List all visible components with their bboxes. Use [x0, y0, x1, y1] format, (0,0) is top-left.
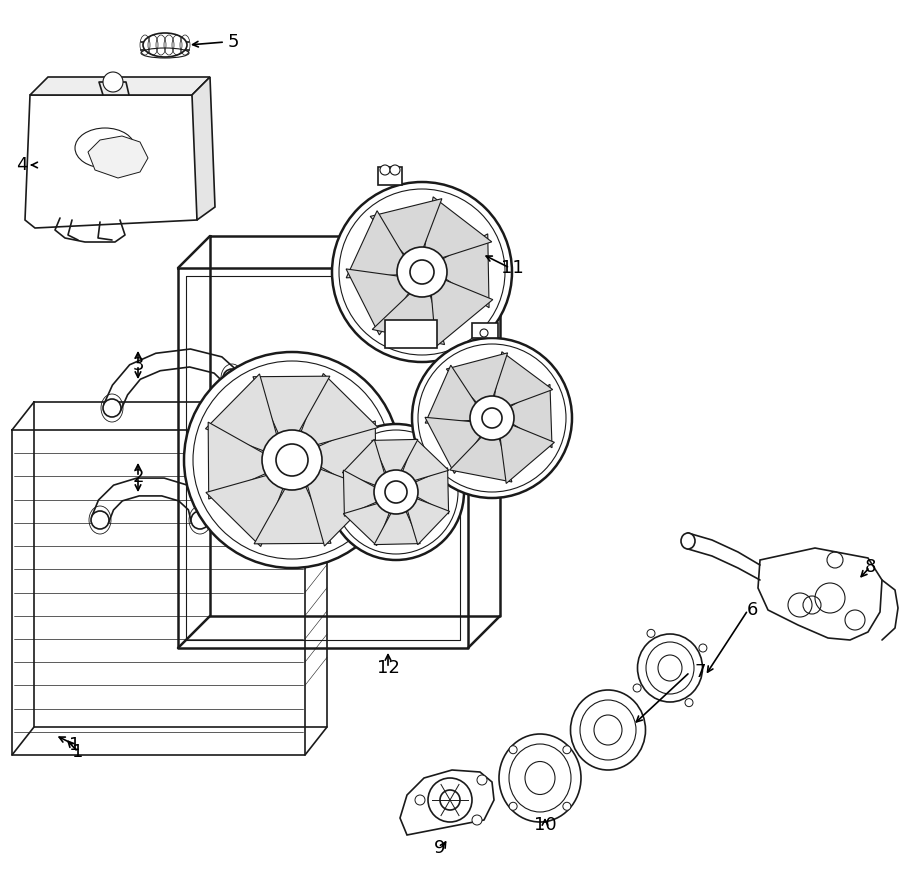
Text: 9: 9: [434, 839, 446, 857]
Circle shape: [562, 802, 571, 810]
Text: 6: 6: [746, 601, 758, 619]
Circle shape: [415, 795, 425, 805]
Polygon shape: [306, 467, 379, 546]
Polygon shape: [88, 136, 148, 178]
Ellipse shape: [103, 399, 121, 417]
Bar: [472, 323, 498, 338]
Polygon shape: [206, 474, 285, 546]
Polygon shape: [406, 497, 450, 544]
Polygon shape: [313, 421, 376, 498]
Ellipse shape: [223, 369, 241, 387]
Circle shape: [477, 775, 487, 785]
Polygon shape: [30, 77, 210, 95]
Bar: [385, 320, 437, 348]
Text: 5: 5: [227, 33, 239, 51]
Polygon shape: [343, 503, 391, 545]
Text: 1: 1: [72, 743, 84, 761]
Polygon shape: [346, 210, 406, 278]
Circle shape: [332, 182, 512, 362]
Text: 8: 8: [864, 558, 876, 576]
Polygon shape: [205, 374, 278, 453]
Circle shape: [276, 444, 308, 476]
Circle shape: [685, 699, 693, 707]
Circle shape: [647, 630, 655, 638]
Polygon shape: [425, 417, 483, 473]
Polygon shape: [25, 95, 200, 228]
Polygon shape: [494, 352, 553, 408]
Text: 7: 7: [694, 663, 706, 681]
Circle shape: [633, 684, 641, 692]
Circle shape: [440, 790, 460, 810]
Ellipse shape: [91, 511, 109, 529]
Polygon shape: [208, 422, 271, 499]
Circle shape: [699, 644, 707, 652]
Polygon shape: [370, 199, 442, 258]
Polygon shape: [299, 374, 378, 447]
Polygon shape: [374, 508, 420, 544]
Text: 12: 12: [376, 659, 400, 677]
Polygon shape: [401, 439, 449, 481]
Circle shape: [470, 396, 514, 440]
Circle shape: [397, 247, 447, 297]
Ellipse shape: [191, 511, 209, 529]
Circle shape: [390, 165, 400, 175]
Polygon shape: [431, 278, 493, 346]
Polygon shape: [192, 77, 215, 220]
Text: 10: 10: [534, 816, 556, 834]
Polygon shape: [758, 548, 882, 640]
Circle shape: [509, 802, 518, 810]
Text: 11: 11: [500, 259, 524, 277]
Circle shape: [410, 260, 434, 284]
Polygon shape: [424, 197, 491, 259]
Polygon shape: [450, 433, 512, 482]
Polygon shape: [346, 269, 411, 335]
Circle shape: [482, 408, 502, 428]
Ellipse shape: [143, 33, 187, 57]
Polygon shape: [439, 234, 489, 308]
Ellipse shape: [499, 734, 581, 822]
Text: 1: 1: [69, 736, 81, 754]
Circle shape: [480, 329, 488, 337]
Circle shape: [262, 430, 322, 490]
Polygon shape: [253, 377, 330, 439]
Polygon shape: [400, 770, 494, 835]
Circle shape: [509, 746, 518, 754]
Polygon shape: [500, 424, 554, 483]
Polygon shape: [446, 353, 508, 406]
Polygon shape: [373, 290, 445, 345]
Circle shape: [328, 424, 464, 560]
Ellipse shape: [571, 690, 645, 770]
Circle shape: [472, 815, 482, 825]
Ellipse shape: [681, 533, 695, 549]
Circle shape: [380, 165, 390, 175]
Text: 4: 4: [16, 156, 28, 174]
Ellipse shape: [637, 634, 703, 702]
Polygon shape: [344, 470, 380, 516]
Polygon shape: [507, 385, 552, 448]
Circle shape: [184, 352, 400, 568]
Polygon shape: [254, 481, 331, 543]
Polygon shape: [342, 440, 386, 487]
Bar: [378, 167, 402, 185]
Text: 2: 2: [132, 468, 144, 486]
Polygon shape: [372, 440, 418, 476]
Circle shape: [103, 72, 123, 92]
Circle shape: [412, 338, 572, 498]
Polygon shape: [412, 468, 448, 514]
Circle shape: [374, 470, 418, 514]
Circle shape: [385, 481, 407, 503]
Polygon shape: [425, 365, 479, 424]
Circle shape: [562, 746, 571, 754]
Text: 3: 3: [132, 356, 144, 374]
